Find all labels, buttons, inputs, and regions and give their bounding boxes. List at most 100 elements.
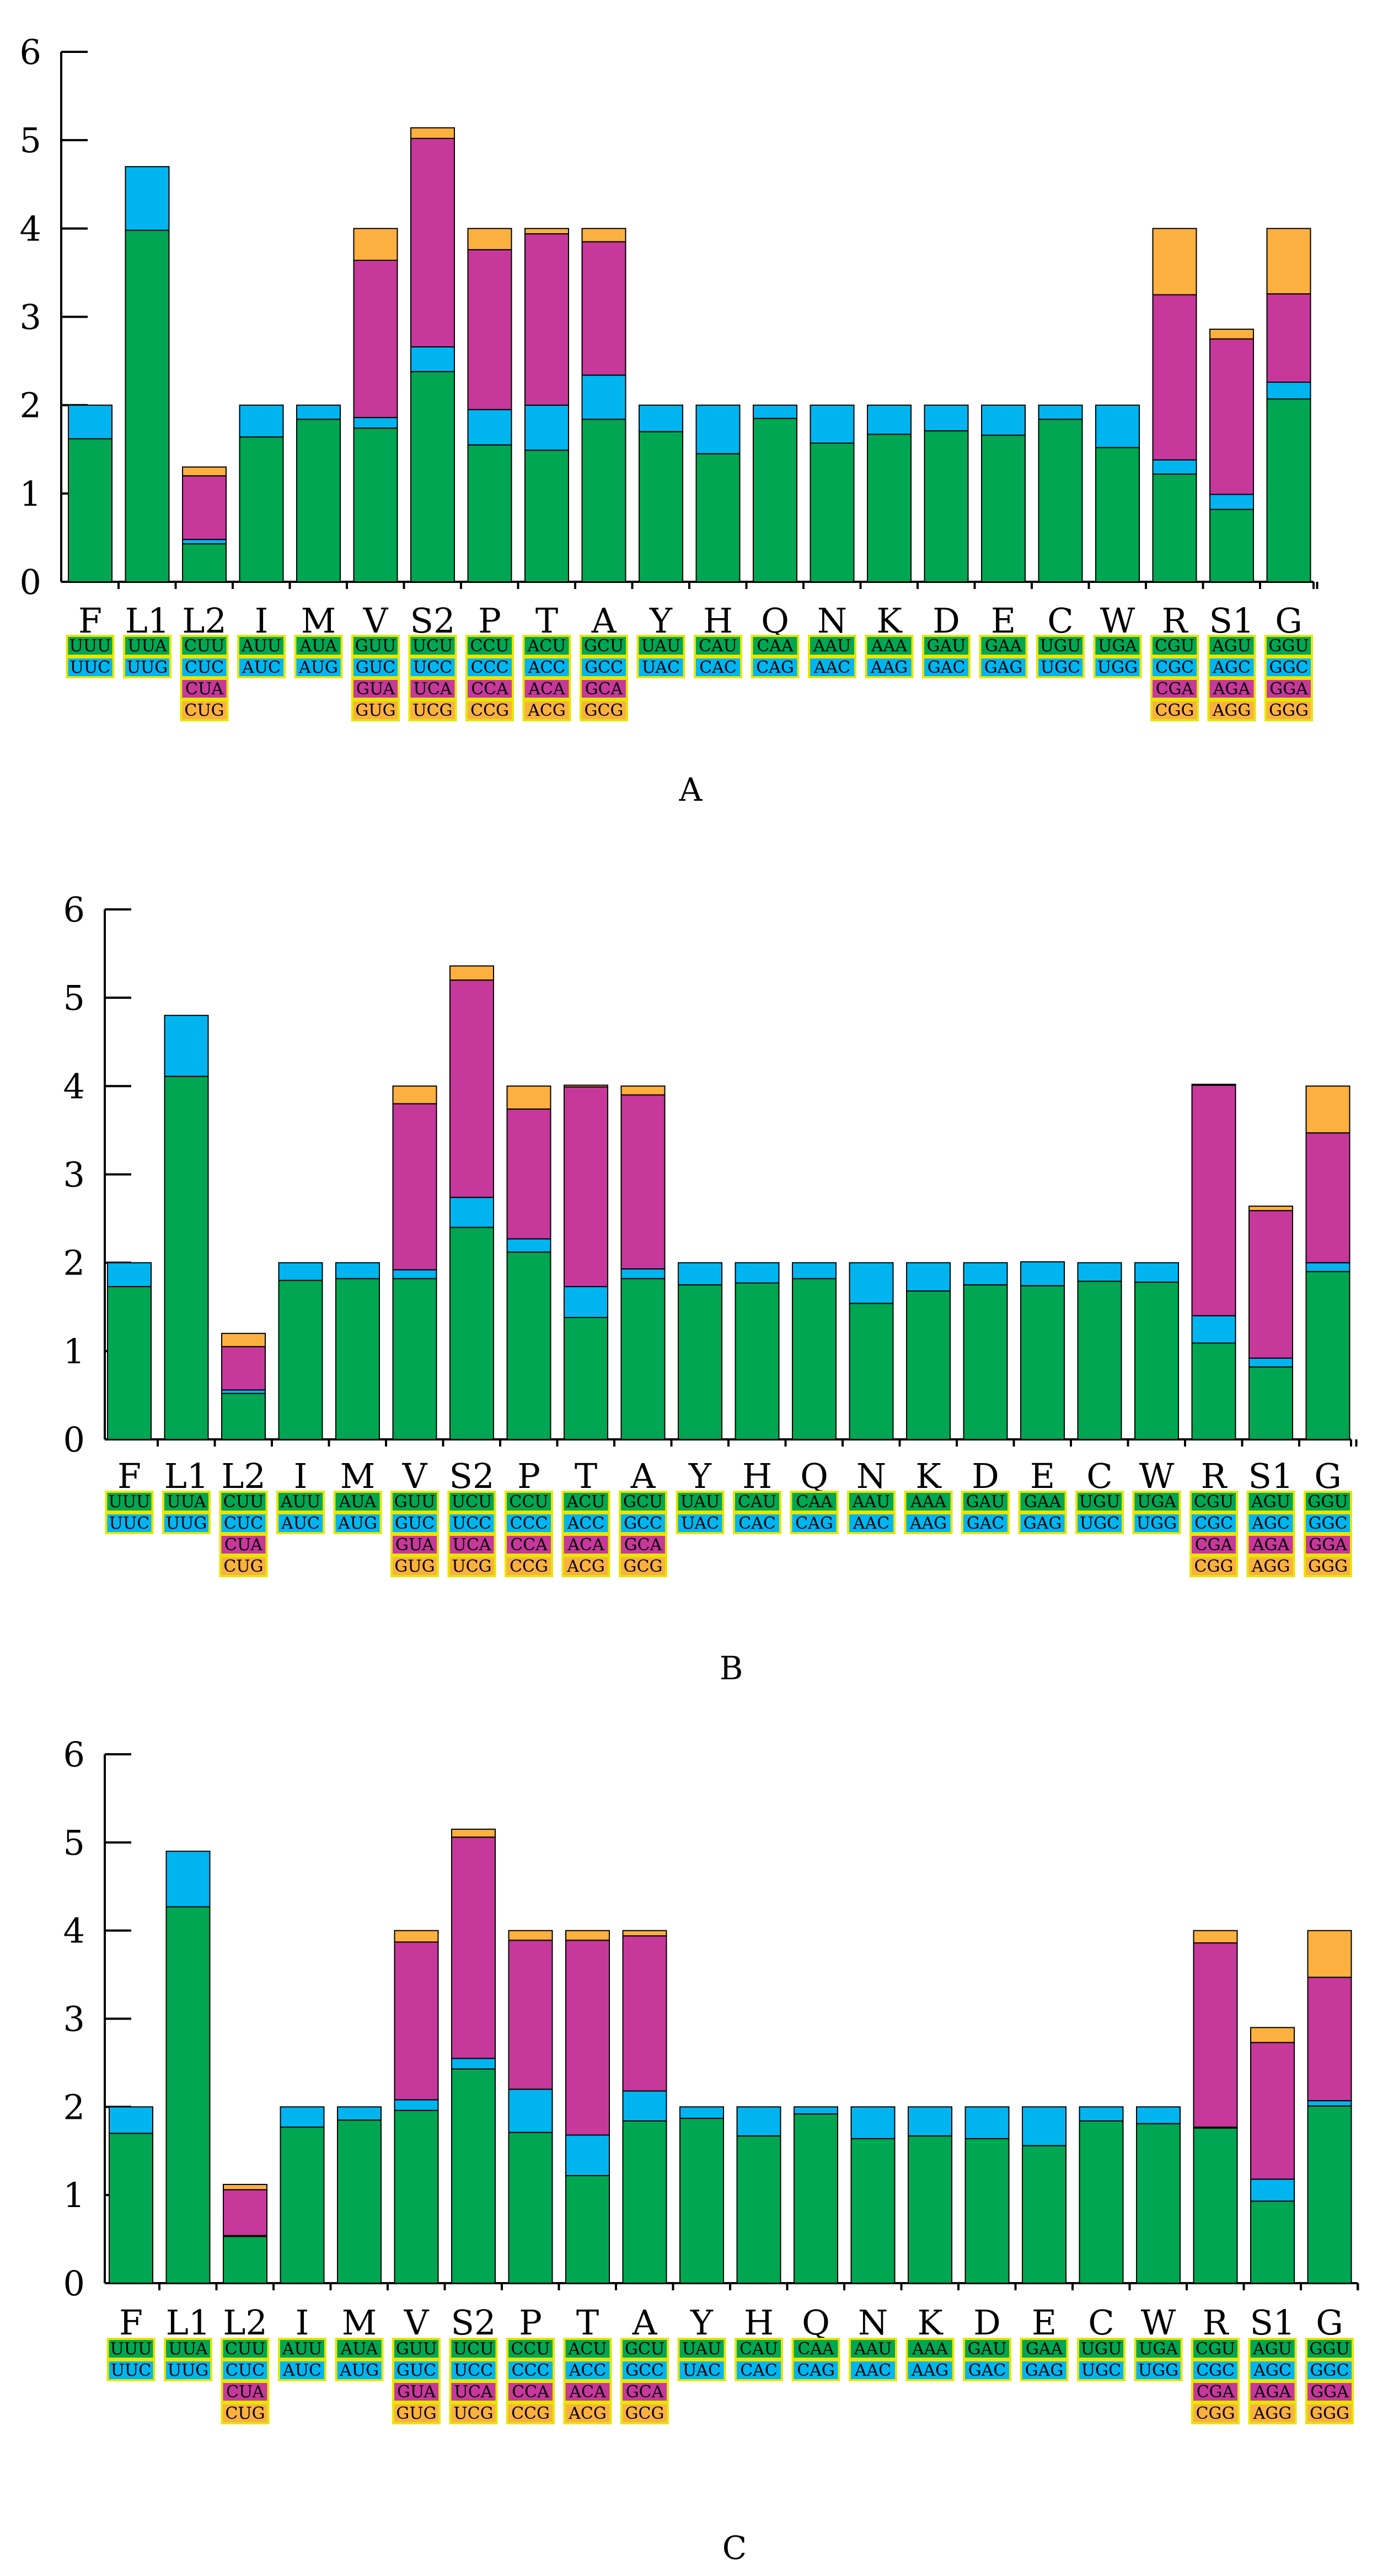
codon-label: CUC xyxy=(185,658,224,677)
codon-box xyxy=(963,2338,1011,2360)
codon-label: AAA xyxy=(871,636,907,656)
codon-box xyxy=(219,1534,268,1556)
bar-segment-s1-3 xyxy=(1209,338,1254,495)
x-tick-label: T xyxy=(576,2302,599,2343)
bar-segment-m-2 xyxy=(296,404,341,420)
codon-label: CCA xyxy=(471,679,508,699)
codon-box xyxy=(335,2338,384,2360)
codon-label: ACG xyxy=(568,2404,607,2423)
codon-label: UUU xyxy=(69,636,111,656)
codon-label: AAC xyxy=(813,658,850,677)
codon-label: CGG xyxy=(1155,701,1194,720)
codon-label: GAU xyxy=(966,1492,1005,1512)
codon-box xyxy=(563,2402,612,2424)
codon-box xyxy=(505,1534,553,1556)
codon-label: GUU xyxy=(396,2339,437,2359)
codon-label: CCG xyxy=(511,2404,550,2423)
codon-box xyxy=(221,2402,270,2424)
codon-box xyxy=(294,656,343,678)
codon-box xyxy=(333,1512,382,1534)
codon-box xyxy=(1036,656,1085,678)
codon-box xyxy=(979,635,1028,657)
codon-box xyxy=(221,2381,270,2403)
x-tick-label: H xyxy=(742,1456,772,1496)
bar-segment-a-4 xyxy=(581,228,626,243)
bar-segment-r-1 xyxy=(1193,2127,1238,2284)
codon-label: UAU xyxy=(680,1492,720,1512)
bar-segment-s2-2 xyxy=(449,1197,494,1228)
codon-label: CUA xyxy=(226,2382,264,2402)
codon-label: AUA xyxy=(340,2339,378,2359)
bar-segment-d-2 xyxy=(963,1262,1008,1286)
codon-box xyxy=(620,2338,669,2360)
codon-box xyxy=(1264,635,1313,657)
bar-segment-y-2 xyxy=(679,2106,724,2119)
x-tick-label: A xyxy=(630,1456,656,1496)
codon-label: GUA xyxy=(395,1535,434,1555)
x-tick-label: L1 xyxy=(166,2302,211,2343)
panel-label: B xyxy=(720,1650,743,1687)
codon-box xyxy=(505,1555,553,1577)
codon-box xyxy=(351,699,400,721)
bar-segment-m-1 xyxy=(296,419,341,582)
codon-box xyxy=(1264,699,1313,721)
x-tick-label: S2 xyxy=(451,2302,496,2343)
codon-box xyxy=(1020,2338,1069,2360)
codon-box xyxy=(522,678,571,700)
bar-segment-v-1 xyxy=(353,427,398,582)
codon-box xyxy=(1189,1512,1238,1534)
codon-box xyxy=(1304,1534,1352,1556)
y-tick-label: 5 xyxy=(20,120,41,160)
codon-box xyxy=(1264,678,1313,700)
x-tick-label: P xyxy=(478,601,501,641)
codon-box xyxy=(1248,2402,1297,2424)
bar-segment-i-2 xyxy=(239,404,284,438)
bar-segment-p-3 xyxy=(506,1108,551,1240)
codon-label: GUU xyxy=(394,1492,436,1512)
codon-label: CAG xyxy=(756,658,794,677)
codon-box xyxy=(1246,1512,1295,1534)
codon-label: AGC xyxy=(1251,1514,1290,1533)
codon-label: CUU xyxy=(184,636,225,656)
codon-box xyxy=(1075,1491,1124,1513)
bar-segment-t-1 xyxy=(524,449,569,583)
x-tick-label: C xyxy=(1088,2302,1114,2343)
codon-label: UAC xyxy=(681,1514,719,1533)
codon-box xyxy=(1207,635,1256,657)
codon-box xyxy=(278,2338,326,2360)
x-tick-label: Y xyxy=(649,601,673,641)
y-tick-label: 2 xyxy=(63,2087,85,2127)
codon-label: GCU xyxy=(623,1492,663,1512)
bar-segment-s1-3 xyxy=(1248,1210,1293,1359)
codon-box xyxy=(180,635,229,657)
codon-box xyxy=(694,635,742,657)
codon-box xyxy=(123,656,172,678)
codon-box xyxy=(865,656,914,678)
codon-label: UUU xyxy=(109,1492,151,1512)
bar-segment-l2-2 xyxy=(182,539,227,545)
bar-segment-w-1 xyxy=(1136,2123,1181,2284)
bar-segment-w-2 xyxy=(1136,2106,1181,2124)
codon-label: CGU xyxy=(1196,2339,1235,2359)
codon-box xyxy=(1150,699,1199,721)
codon-label: UUA xyxy=(167,1492,206,1512)
bar-segment-q-2 xyxy=(792,1262,837,1279)
codon-box xyxy=(979,656,1028,678)
codon-label: AUG xyxy=(339,2361,379,2380)
codon-box xyxy=(733,1512,781,1534)
codon-label: GGA xyxy=(1269,679,1308,699)
bar-segment-c-2 xyxy=(1079,2106,1124,2122)
bar-segment-r-1 xyxy=(1152,473,1197,583)
bar-segment-t-1 xyxy=(565,2175,610,2284)
codon-label: AUC xyxy=(242,658,281,677)
codon-box xyxy=(808,635,856,657)
bar-segment-k-2 xyxy=(906,1262,951,1292)
codon-label: GAA xyxy=(985,636,1022,656)
bar-segment-v-2 xyxy=(392,1269,437,1279)
y-tick-label: 3 xyxy=(63,1155,85,1195)
x-tick-label: F xyxy=(78,601,102,641)
codon-box xyxy=(1304,1512,1352,1534)
codon-label: UGA xyxy=(1139,2339,1178,2359)
x-tick-label: E xyxy=(1030,1456,1055,1496)
bar-segment-v-4 xyxy=(353,228,398,261)
